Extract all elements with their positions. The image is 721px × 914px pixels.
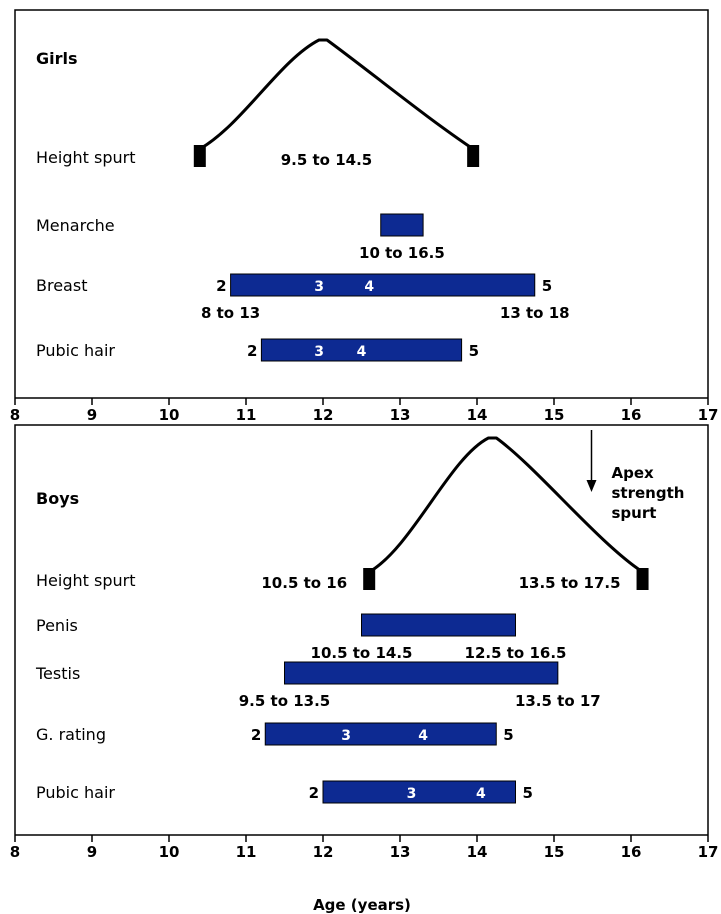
age-range-label: 13.5 to 17.5	[519, 574, 621, 592]
axis-tick-label: 11	[236, 406, 257, 424]
stage-end-label: 5	[523, 784, 533, 802]
height-spurt-curve	[199, 38, 474, 151]
stage-start-label: 2	[309, 784, 319, 802]
apex-annotation-text: Apex	[612, 464, 655, 482]
stage-bar	[264, 722, 497, 746]
stage-mid-label: 4	[364, 279, 374, 295]
row-label: Height spurt	[36, 571, 135, 590]
apex-annotation-text: spurt	[612, 504, 657, 522]
stage-bar	[230, 273, 536, 297]
row-label: Testis	[35, 664, 80, 683]
age-range-label: 8 to 13	[201, 304, 260, 322]
axis-tick-label: 8	[10, 843, 20, 861]
axis-tick-label: 10	[159, 406, 180, 424]
apex-annotation-text: strength	[612, 484, 685, 502]
axis-tick-label: 9	[87, 843, 97, 861]
age-range-label: 10.5 to 14.5	[311, 644, 413, 662]
row-label: G. rating	[36, 725, 106, 744]
axis-tick-label: 16	[621, 406, 642, 424]
axis-tick-label: 17	[698, 843, 719, 861]
row-label: Penis	[36, 616, 78, 635]
stage-mid-label: 3	[314, 279, 324, 295]
age-range-label: 12.5 to 16.5	[465, 644, 567, 662]
spurt-end-marker	[467, 145, 480, 167]
age-range-label: 10 to 16.5	[359, 244, 445, 262]
stage-bar	[361, 613, 516, 637]
age-range-label: 9.5 to 13.5	[239, 692, 331, 710]
stage-mid-label: 3	[407, 786, 417, 802]
stage-start-label: 2	[251, 726, 261, 744]
stage-mid-label: 4	[357, 344, 367, 360]
axis-tick-label: 9	[87, 406, 97, 424]
axis-tick-label: 13	[390, 406, 411, 424]
height-spurt-curve	[368, 436, 644, 574]
apex-arrow-head	[586, 480, 597, 492]
row-label: Height spurt	[36, 148, 135, 167]
stage-start-label: 2	[216, 277, 226, 295]
panel-frame	[14, 9, 709, 398]
stage-mid-label: 3	[314, 344, 324, 360]
stage-bar	[260, 338, 463, 362]
spurt-start-marker	[193, 145, 206, 167]
axis-tick-label: 15	[544, 843, 565, 861]
axis-tick-label: 11	[236, 843, 257, 861]
panel-frame	[14, 424, 709, 835]
stage-end-label: 5	[542, 277, 552, 295]
axis-tick-label: 16	[621, 843, 642, 861]
spurt-start-marker	[363, 568, 376, 590]
row-label: Pubic hair	[36, 341, 115, 360]
stage-bar	[322, 780, 516, 804]
row-label: Pubic hair	[36, 783, 115, 802]
panel-title: Girls	[36, 49, 78, 68]
age-range-label: 10.5 to 16	[261, 574, 347, 592]
axis-tick-label: 10	[159, 843, 180, 861]
stage-end-label: 5	[503, 726, 513, 744]
x-axis-title: Age (years)	[313, 896, 411, 914]
age-range-label: 9.5 to 14.5	[281, 151, 373, 169]
row-label: Menarche	[36, 216, 115, 235]
axis-tick-label: 14	[467, 843, 488, 861]
axis-tick-label: 15	[544, 406, 565, 424]
spurt-end-marker	[636, 568, 649, 590]
panel-title: Boys	[36, 489, 79, 508]
axis-tick-label: 12	[313, 406, 334, 424]
stage-mid-label: 4	[476, 786, 486, 802]
axis-tick-label: 17	[698, 406, 719, 424]
age-range-label: 13 to 18	[500, 304, 570, 322]
stage-bar	[380, 213, 424, 237]
row-label: Breast	[36, 276, 87, 295]
axis-tick-label: 13	[390, 843, 411, 861]
stage-mid-label: 4	[418, 728, 428, 744]
stage-end-label: 5	[469, 342, 479, 360]
axis-tick-label: 14	[467, 406, 488, 424]
stage-mid-label: 3	[341, 728, 351, 744]
axis-tick-label: 8	[10, 406, 20, 424]
axis-tick-label: 12	[313, 843, 334, 861]
stage-start-label: 2	[247, 342, 257, 360]
age-range-label: 13.5 to 17	[515, 692, 601, 710]
stage-bar	[284, 661, 559, 685]
